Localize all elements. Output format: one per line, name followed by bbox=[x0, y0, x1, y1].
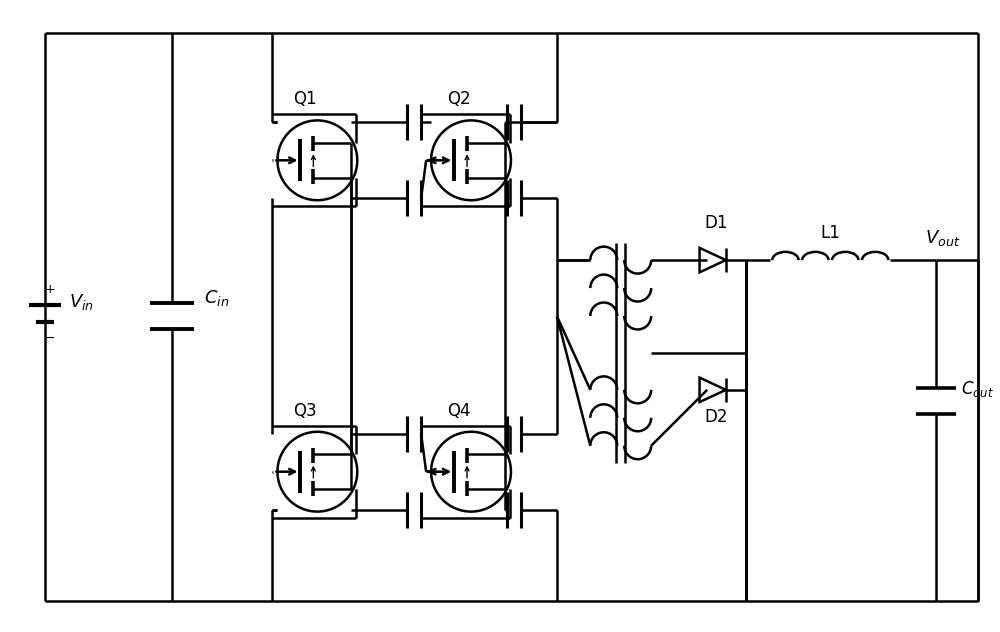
Text: L1: L1 bbox=[820, 224, 840, 242]
Text: +: + bbox=[45, 283, 55, 296]
Text: D1: D1 bbox=[705, 214, 728, 232]
Polygon shape bbox=[700, 248, 726, 272]
Text: $C_{in}$: $C_{in}$ bbox=[204, 288, 229, 308]
Text: D2: D2 bbox=[705, 408, 728, 426]
Text: Q1: Q1 bbox=[294, 90, 317, 109]
Text: $V_{in}$: $V_{in}$ bbox=[69, 292, 94, 312]
Text: $V_{out}$: $V_{out}$ bbox=[925, 228, 960, 248]
Text: Q2: Q2 bbox=[447, 90, 471, 109]
Text: $C_{out}$: $C_{out}$ bbox=[961, 379, 994, 399]
Polygon shape bbox=[700, 378, 726, 402]
Text: −: − bbox=[45, 331, 55, 344]
Text: Q3: Q3 bbox=[294, 402, 317, 420]
Text: Q4: Q4 bbox=[447, 402, 471, 420]
